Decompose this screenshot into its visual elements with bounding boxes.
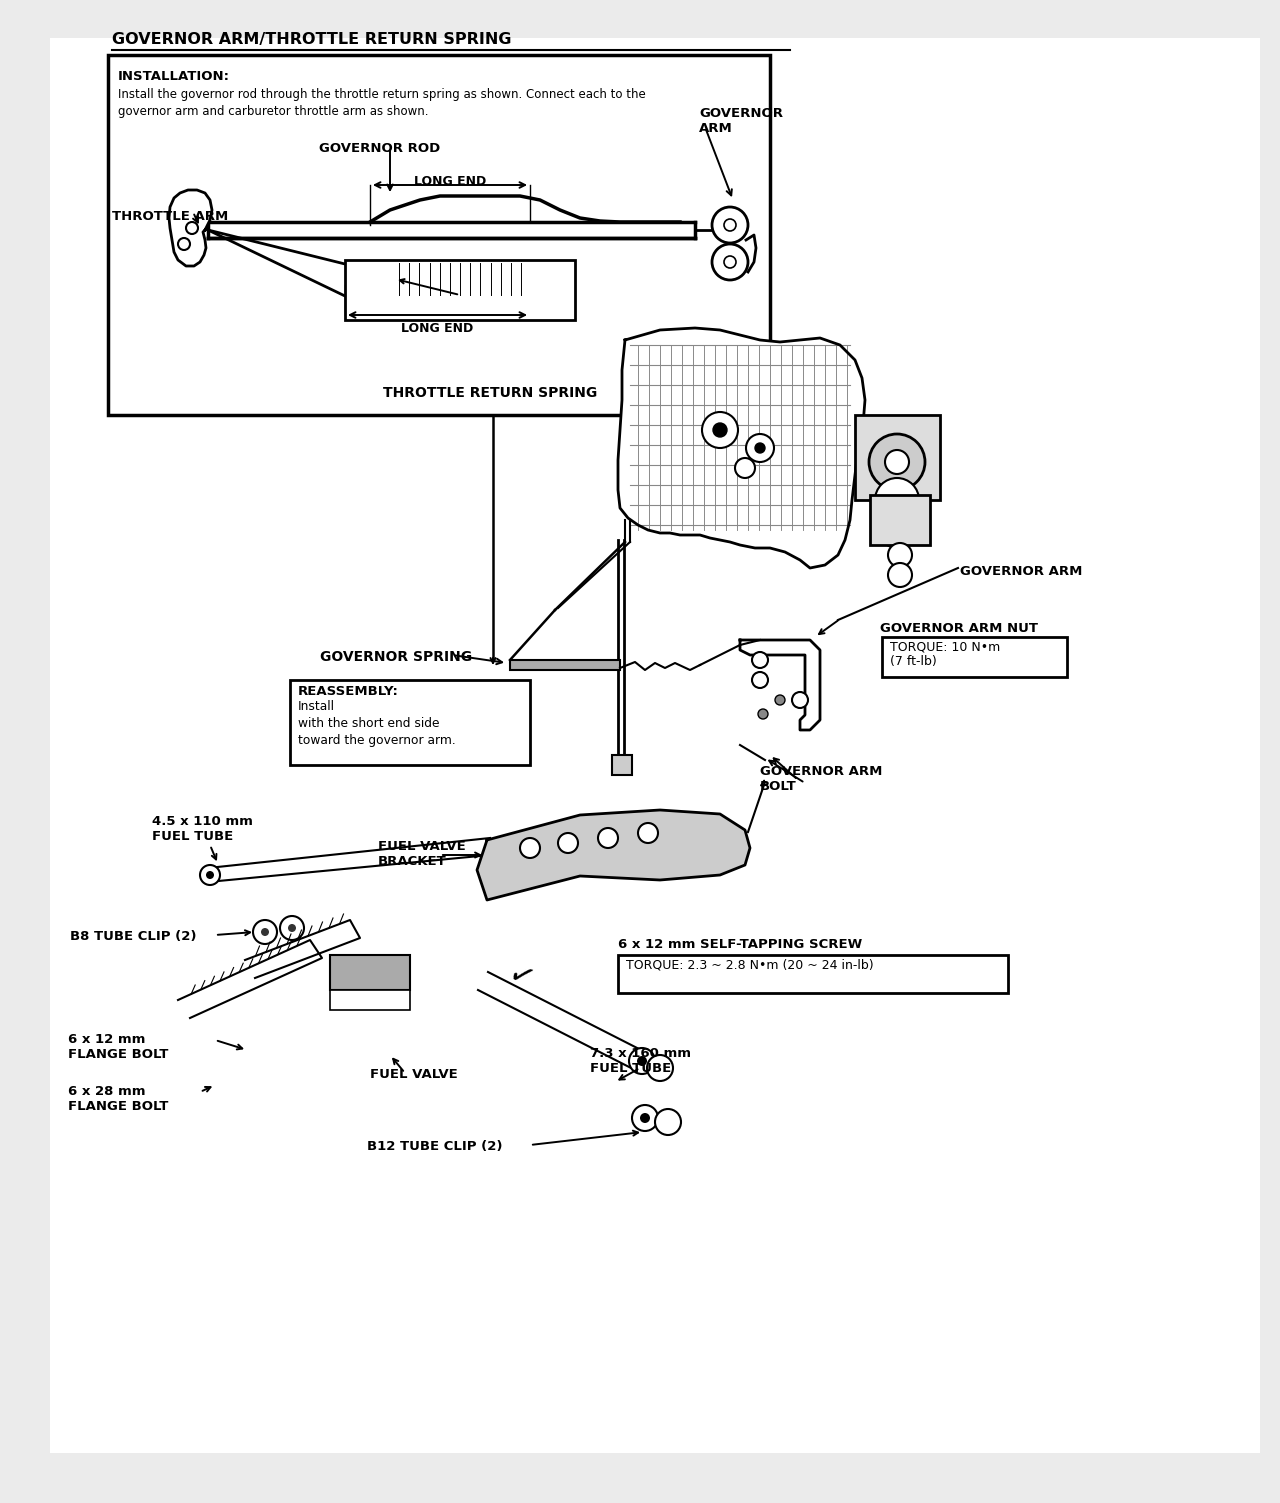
Circle shape bbox=[879, 513, 915, 549]
Bar bbox=[291, 679, 530, 765]
Text: GOVERNOR ARM NUT: GOVERNOR ARM NUT bbox=[881, 622, 1038, 634]
Circle shape bbox=[753, 652, 768, 667]
Text: FUEL VALVE: FUEL VALVE bbox=[370, 1069, 458, 1081]
Circle shape bbox=[735, 458, 755, 478]
Text: REASSEMBLY:: REASSEMBLY: bbox=[298, 685, 399, 697]
Bar bbox=[509, 660, 620, 670]
Circle shape bbox=[628, 1048, 655, 1075]
Circle shape bbox=[200, 866, 220, 885]
Text: 4.5 x 110 mm
FUEL TUBE: 4.5 x 110 mm FUEL TUBE bbox=[152, 815, 253, 843]
Circle shape bbox=[637, 824, 658, 843]
Text: (7 ft-lb): (7 ft-lb) bbox=[890, 655, 937, 667]
Circle shape bbox=[655, 1109, 681, 1135]
Polygon shape bbox=[244, 920, 360, 978]
Circle shape bbox=[288, 924, 296, 932]
Circle shape bbox=[178, 237, 189, 249]
Text: INSTALLATION:: INSTALLATION: bbox=[118, 71, 230, 83]
Circle shape bbox=[253, 920, 276, 944]
Circle shape bbox=[186, 222, 198, 234]
Text: THROTTLE ARM: THROTTLE ARM bbox=[113, 210, 228, 222]
Circle shape bbox=[637, 1057, 646, 1066]
Text: 7.3 x 160 mm
FUEL TUBE: 7.3 x 160 mm FUEL TUBE bbox=[590, 1048, 691, 1075]
Circle shape bbox=[888, 543, 911, 567]
Text: Install the governor rod through the throttle return spring as shown. Connect ea: Install the governor rod through the thr… bbox=[118, 89, 645, 119]
Bar bbox=[330, 954, 410, 990]
Circle shape bbox=[888, 564, 911, 588]
Circle shape bbox=[753, 672, 768, 688]
Text: ✓: ✓ bbox=[502, 959, 538, 996]
Text: TORQUE: 10 N•m: TORQUE: 10 N•m bbox=[890, 640, 1000, 652]
Polygon shape bbox=[169, 189, 212, 266]
Circle shape bbox=[724, 256, 736, 268]
Circle shape bbox=[869, 434, 925, 490]
Polygon shape bbox=[477, 810, 750, 900]
Text: 6 x 12 mm SELF-TAPPING SCREW: 6 x 12 mm SELF-TAPPING SCREW bbox=[618, 938, 863, 951]
Text: GOVERNOR SPRING: GOVERNOR SPRING bbox=[320, 649, 472, 664]
Text: B12 TUBE CLIP (2): B12 TUBE CLIP (2) bbox=[367, 1139, 503, 1153]
Circle shape bbox=[774, 694, 785, 705]
Text: GOVERNOR
ARM: GOVERNOR ARM bbox=[699, 107, 783, 135]
Text: LONG END: LONG END bbox=[401, 322, 474, 335]
Polygon shape bbox=[477, 972, 645, 1070]
Circle shape bbox=[280, 915, 305, 939]
Polygon shape bbox=[618, 328, 865, 568]
Circle shape bbox=[640, 1114, 650, 1123]
Text: THROTTLE RETURN SPRING: THROTTLE RETURN SPRING bbox=[383, 386, 598, 400]
Bar bbox=[870, 494, 931, 546]
Circle shape bbox=[646, 1055, 673, 1081]
Polygon shape bbox=[178, 939, 323, 1018]
Circle shape bbox=[792, 691, 808, 708]
Text: GOVERNOR ARM/THROTTLE RETURN SPRING: GOVERNOR ARM/THROTTLE RETURN SPRING bbox=[113, 32, 512, 47]
Text: Install
with the short end side
toward the governor arm.: Install with the short end side toward t… bbox=[298, 700, 456, 747]
Circle shape bbox=[206, 872, 214, 879]
Bar bbox=[396, 263, 525, 295]
Circle shape bbox=[520, 839, 540, 858]
Text: B8 TUBE CLIP (2): B8 TUBE CLIP (2) bbox=[70, 930, 197, 942]
Bar bbox=[855, 415, 940, 500]
Circle shape bbox=[632, 1105, 658, 1130]
Text: GOVERNOR ROD: GOVERNOR ROD bbox=[320, 141, 440, 155]
Circle shape bbox=[746, 434, 774, 461]
Circle shape bbox=[884, 449, 909, 473]
Text: TORQUE: 2.3 ~ 2.8 N•m (20 ~ 24 in-lb): TORQUE: 2.3 ~ 2.8 N•m (20 ~ 24 in-lb) bbox=[626, 957, 874, 971]
Bar bbox=[618, 954, 1009, 993]
Bar bbox=[882, 637, 1068, 676]
Text: GOVERNOR ARM
BOLT: GOVERNOR ARM BOLT bbox=[760, 765, 882, 794]
Circle shape bbox=[755, 443, 765, 452]
Circle shape bbox=[701, 412, 739, 448]
Bar bbox=[108, 56, 771, 415]
Circle shape bbox=[712, 243, 748, 280]
Bar bbox=[346, 260, 575, 320]
Bar bbox=[612, 755, 632, 776]
Text: 6 x 12 mm
FLANGE BOLT: 6 x 12 mm FLANGE BOLT bbox=[68, 1033, 169, 1061]
Circle shape bbox=[758, 709, 768, 718]
Text: LONG END: LONG END bbox=[413, 174, 486, 188]
Circle shape bbox=[876, 478, 919, 522]
Text: FUEL VALVE
BRACKET: FUEL VALVE BRACKET bbox=[378, 840, 466, 869]
Circle shape bbox=[712, 207, 748, 243]
Circle shape bbox=[724, 219, 736, 231]
Polygon shape bbox=[207, 839, 490, 882]
Polygon shape bbox=[740, 640, 820, 730]
Circle shape bbox=[558, 833, 579, 854]
Circle shape bbox=[598, 828, 618, 848]
Text: 6 x 28 mm
FLANGE BOLT: 6 x 28 mm FLANGE BOLT bbox=[68, 1085, 169, 1114]
Bar bbox=[330, 990, 410, 1010]
Circle shape bbox=[713, 422, 727, 437]
Circle shape bbox=[261, 927, 269, 936]
Text: GOVERNOR ARM: GOVERNOR ARM bbox=[960, 565, 1083, 579]
